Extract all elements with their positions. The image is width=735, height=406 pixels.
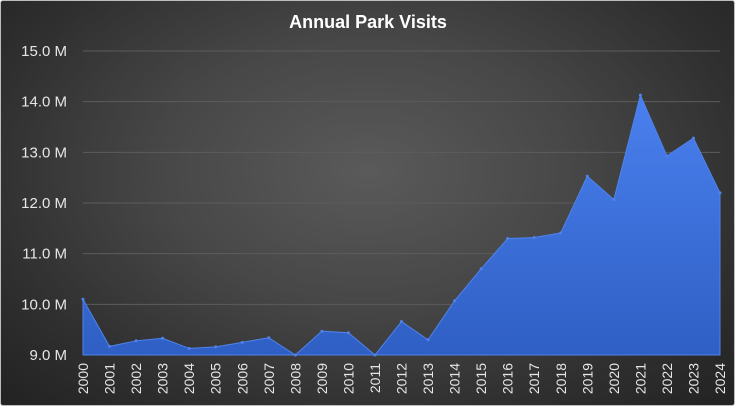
x-tick-label: 2023	[685, 363, 701, 394]
x-tick-label: 2024	[712, 363, 728, 394]
x-tick-label: 2010	[340, 363, 356, 394]
data-point	[320, 329, 324, 333]
x-tick-label: 2015	[473, 363, 489, 394]
x-tick-label: 2002	[128, 363, 144, 394]
data-point	[612, 197, 616, 201]
y-axis-tick-labels: 9.0 M 10.0 M 11.0 M 12.0 M 13.0 M 14.0 M 15.0 …	[21, 43, 67, 364]
data-point	[532, 235, 536, 239]
data-point	[134, 339, 138, 343]
x-tick-label: 2016	[500, 363, 516, 394]
x-tick-label: 2021	[632, 363, 648, 394]
data-point	[346, 331, 350, 335]
data-point	[665, 154, 669, 158]
data-point	[400, 320, 403, 324]
x-axis-tick-labels: 2000 2001 2002 2003 2004 2005 2006 2007 2008 2009…	[75, 363, 728, 394]
x-tick-label: 2006	[234, 363, 250, 394]
x-tick-label: 2004	[181, 363, 197, 394]
x-tick-label: 2013	[420, 363, 436, 394]
x-tick-label: 2020	[606, 363, 622, 394]
data-point	[426, 338, 430, 342]
x-tick-label: 2007	[261, 363, 277, 394]
data-point	[240, 340, 244, 344]
y-tick-label: 15.0 M	[21, 43, 67, 60]
y-tick-label: 10.0 M	[21, 296, 67, 313]
data-point	[293, 353, 297, 357]
x-tick-label: 2009	[314, 363, 330, 394]
data-point	[81, 297, 85, 301]
data-point	[718, 191, 722, 195]
x-tick-label: 2014	[447, 363, 463, 394]
y-tick-label: 9.0 M	[29, 347, 67, 364]
y-tick-label: 13.0 M	[21, 144, 67, 161]
x-tick-label: 2019	[579, 363, 595, 394]
x-tick-label: 2003	[155, 363, 171, 394]
x-tick-label: 2011	[367, 363, 383, 393]
x-tick-label: 2000	[75, 363, 91, 394]
data-point	[214, 345, 218, 349]
x-tick-label: 2018	[553, 363, 569, 394]
y-tick-label: 11.0 M	[22, 246, 67, 263]
data-point	[453, 299, 457, 303]
series-area	[81, 93, 722, 357]
data-point	[691, 136, 695, 140]
chart-title: Annual Park Visits	[289, 12, 447, 32]
data-point	[267, 336, 271, 340]
x-tick-label: 2017	[526, 363, 542, 394]
data-point	[638, 93, 642, 97]
gridlines	[83, 50, 720, 356]
x-tick-label: 2022	[659, 363, 675, 394]
y-tick-label: 12.0 M	[21, 195, 67, 212]
data-point	[559, 231, 563, 235]
data-point	[585, 174, 589, 178]
data-point	[373, 353, 377, 357]
data-point	[108, 344, 112, 348]
x-tick-label: 2008	[287, 363, 303, 394]
area-series-visits	[82, 93, 721, 356]
x-tick-label: 2001	[102, 363, 118, 394]
data-point	[479, 267, 483, 271]
data-point	[506, 236, 510, 240]
x-tick-label: 2012	[394, 363, 410, 394]
y-tick-label: 14.0 M	[21, 94, 67, 111]
data-point	[161, 336, 165, 340]
data-point	[187, 346, 191, 350]
x-tick-label: 2005	[208, 363, 224, 394]
